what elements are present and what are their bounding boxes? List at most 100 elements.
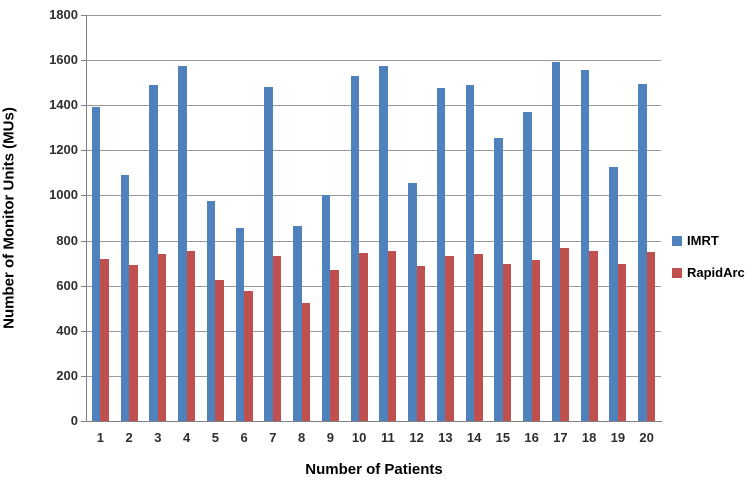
bar-imrt-patient-4 [178,65,187,421]
bar-rapidarc-patient-11 [387,250,397,421]
bar-rapidarc-patient-17 [560,248,569,421]
legend-label-imrt: IMRT [687,233,719,248]
x-tick-label-3: 3 [154,430,162,445]
bar-imrt-patient-10 [350,75,360,421]
bar-imrt-patient-5 [206,201,216,421]
x-tick-label-14: 14 [466,430,482,445]
y-tick-1400 [81,105,86,107]
x-tick-label-1: 1 [96,430,104,445]
bar-imrt-patient-1 [91,107,101,421]
imrt-swatch-icon [672,235,682,246]
x-tick-label-10: 10 [351,430,367,445]
bar-rapidarc-patient-7 [272,256,282,421]
bar-rapidarc-patient-4 [186,250,196,421]
plot-area [86,15,661,421]
x-tick-label-5: 5 [211,430,219,445]
gridline-600 [86,285,661,287]
x-tick-label-18: 18 [581,430,597,445]
x-tick-label-15: 15 [495,430,511,445]
bar-imrt-patient-20 [638,83,647,421]
bar-rapidarc-patient-5 [215,280,224,421]
gridline-400 [86,330,661,332]
x-tick-label-11: 11 [381,430,395,445]
y-tick-label-600: 600 [56,277,78,293]
x-tick-label-4: 4 [183,430,191,445]
legend: IMRT RapidArc [672,233,745,297]
x-axis-title: Number of Patients [305,461,443,478]
bar-rapidarc-patient-15 [502,264,512,421]
x-tick-label-2: 2 [125,430,133,445]
bar-rapidarc-patient-9 [330,269,339,421]
bar-imrt-patient-9 [321,195,331,421]
bar-rapidarc-patient-14 [474,254,483,421]
bar-imrt-patient-3 [149,84,158,421]
bar-imrt-patient-2 [120,175,130,421]
legend-item-rapidarc: RapidArc [672,265,745,280]
y-axis-title: Number of Monitor Units (MUs) [0,107,18,329]
rapidarc-swatch-icon [672,267,682,278]
gridline-800 [86,240,661,242]
x-tick-label-12: 12 [409,430,424,445]
bar-rapidarc-patient-2 [129,265,138,421]
gridline-1800 [86,15,661,16]
y-tick-label-200: 200 [56,367,78,383]
y-tick-label-0: 0 [70,413,78,428]
bar-imrt-patient-14 [465,84,475,421]
y-tick-600 [81,285,86,287]
bar-rapidarc-patient-13 [445,256,454,421]
bar-imrt-patient-17 [551,62,561,421]
gridline-1200 [86,150,661,152]
gridline-1600 [86,60,661,62]
y-tick-label-400: 400 [56,322,78,338]
bar-imrt-patient-12 [408,183,417,421]
bar-imrt-patient-13 [436,88,446,421]
y-tick-label-800: 800 [56,232,78,248]
y-tick-0 [81,421,86,422]
x-tick-label-13: 13 [438,430,453,445]
y-tick-800 [81,240,86,242]
gridline-1400 [86,105,661,107]
x-tick-label-16: 16 [524,430,539,445]
bar-imrt-patient-19 [609,167,618,421]
y-tick-label-1400: 1400 [49,97,78,113]
bar-rapidarc-patient-1 [100,258,109,421]
bar-rapidarc-patient-12 [416,266,426,421]
bar-imrt-patient-11 [379,65,388,421]
bar-rapidarc-patient-19 [617,264,627,421]
bar-imrt-patient-6 [235,228,245,421]
y-tick-1200 [81,150,86,152]
y-tick-label-1600: 1600 [49,52,78,68]
y-tick-1000 [81,195,86,197]
x-tick-label-17: 17 [553,430,568,445]
y-tick-1800 [81,15,86,16]
x-tick-label-9: 9 [326,430,334,445]
x-tick-label-19: 19 [610,430,626,445]
y-tick-1600 [81,60,86,62]
legend-label-rapidarc: RapidArc [687,265,745,280]
x-tick-label-7: 7 [269,430,277,445]
y-tick-400 [81,330,86,332]
y-axis-line [86,15,87,422]
bar-imrt-patient-8 [293,225,302,421]
gridline-1000 [86,195,661,197]
bar-imrt-patient-7 [264,87,273,421]
bar-rapidarc-patient-10 [359,252,368,421]
y-tick-label-1800: 1800 [49,7,78,22]
bar-imrt-patient-15 [494,137,503,421]
gridline-200 [86,375,661,377]
y-tick-label-1200: 1200 [49,142,78,158]
x-tick-label-20: 20 [639,430,654,445]
bar-imrt-patient-16 [523,111,532,421]
bar-imrt-patient-18 [580,70,590,421]
bar-rapidarc-patient-20 [646,251,656,421]
y-tick-label-1000: 1000 [49,187,78,203]
x-tick-label-6: 6 [240,430,248,445]
x-tick-label-8: 8 [298,430,306,445]
bar-rapidarc-patient-18 [589,250,598,421]
x-axis-line [86,421,662,422]
bar-rapidarc-patient-8 [301,302,311,421]
bar-rapidarc-patient-6 [244,291,253,421]
y-tick-200 [81,375,86,377]
legend-item-imrt: IMRT [672,233,745,248]
